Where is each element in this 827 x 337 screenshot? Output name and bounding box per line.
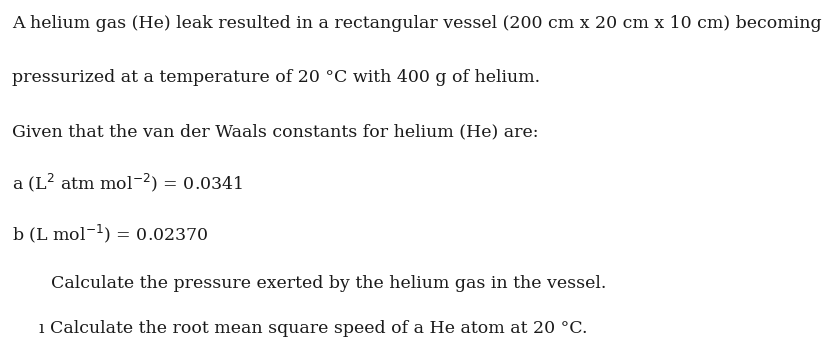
Text: A helium gas (He) leak resulted in a rectangular vessel (200 cm x 20 cm x 10 cm): A helium gas (He) leak resulted in a rec… (12, 15, 821, 32)
Text: b (L mol$^{-1}$) = 0.02370: b (L mol$^{-1}$) = 0.02370 (12, 222, 208, 245)
Text: Given that the van der Waals constants for helium (He) are:: Given that the van der Waals constants f… (12, 123, 538, 140)
Text: ı Calculate the root mean square speed of a He atom at 20 °C.: ı Calculate the root mean square speed o… (39, 320, 586, 337)
Text: Calculate the pressure exerted by the helium gas in the vessel.: Calculate the pressure exerted by the he… (51, 275, 606, 292)
Text: a (L$^{2}$ atm mol$^{-2}$) = 0.0341: a (L$^{2}$ atm mol$^{-2}$) = 0.0341 (12, 172, 243, 194)
Text: pressurized at a temperature of 20 °C with 400 g of helium.: pressurized at a temperature of 20 °C wi… (12, 69, 540, 86)
